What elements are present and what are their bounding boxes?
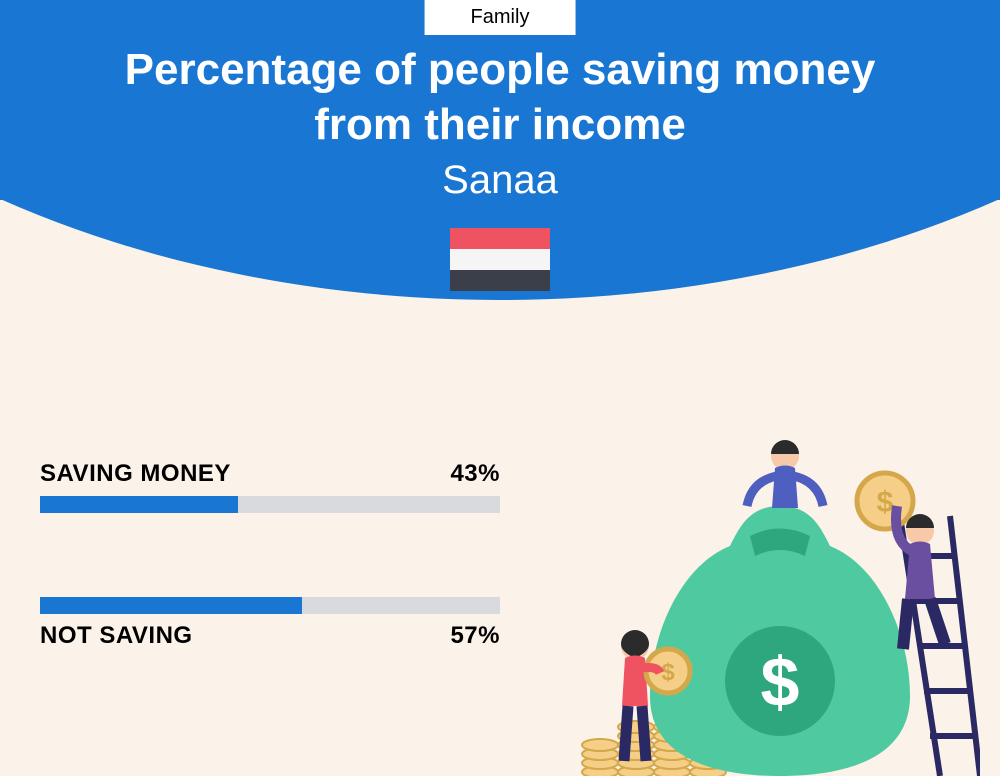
subtitle-city: Sanaa — [0, 158, 1000, 203]
title-line-1: Percentage of people saving money — [125, 45, 876, 94]
bar-row-saving: SAVING MONEY 43% — [40, 460, 500, 513]
bar-spacer — [40, 521, 500, 589]
bar-row-notsaving: NOT SAVING 57% — [40, 597, 500, 650]
bar-value: 57% — [450, 622, 500, 650]
svg-text:$: $ — [877, 486, 894, 519]
bar-label: NOT SAVING — [40, 622, 193, 650]
flag-stripe-mid — [450, 249, 550, 270]
title-line-2: from their income — [314, 100, 686, 149]
money-bag-icon: $ — [650, 506, 910, 776]
bar-track — [40, 597, 500, 614]
person-top-icon — [747, 440, 823, 508]
category-tag: Family — [425, 0, 576, 35]
flag-yemen — [450, 228, 550, 291]
bar-labels-saving: SAVING MONEY 43% — [40, 460, 500, 488]
svg-text:$: $ — [761, 643, 800, 721]
flag-stripe-bot — [450, 270, 550, 291]
page-title: Percentage of people saving money from t… — [0, 42, 1000, 152]
bar-label: SAVING MONEY — [40, 460, 231, 488]
svg-text:$: $ — [661, 659, 675, 686]
savings-illustration: $ $ $ — [580, 436, 980, 776]
bar-fill-notsaving — [40, 597, 302, 614]
flag-stripe-top — [450, 228, 550, 249]
bar-labels-notsaving: NOT SAVING 57% — [40, 622, 500, 650]
bar-track — [40, 496, 500, 513]
bar-fill-saving — [40, 496, 238, 513]
bar-value: 43% — [450, 460, 500, 488]
savings-chart: SAVING MONEY 43% NOT SAVING 57% — [40, 460, 500, 650]
